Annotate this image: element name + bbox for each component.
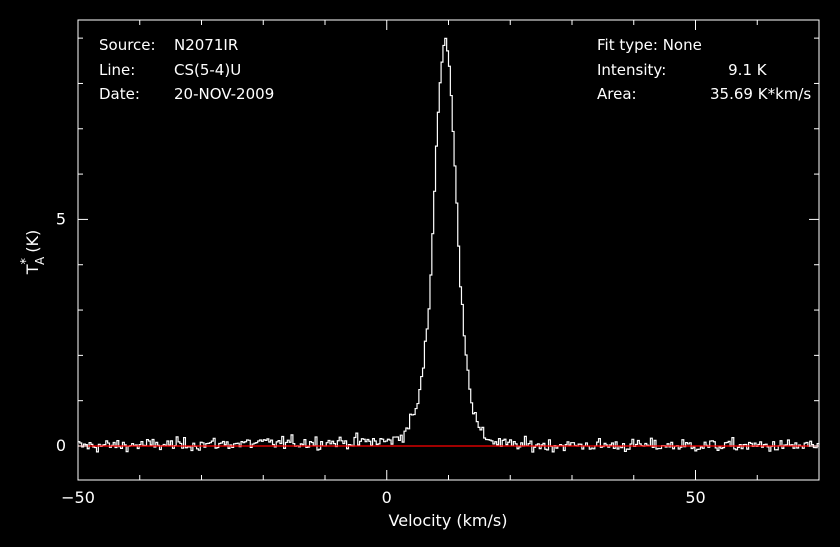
intensity-label: Intensity: bbox=[597, 60, 667, 79]
source-label: Source: bbox=[99, 36, 156, 54]
y-axis-title-main: T bbox=[23, 264, 42, 275]
intensity-unit: K bbox=[756, 60, 767, 79]
intensity-value: 9.1 bbox=[728, 60, 752, 79]
area-unit: K*km/s bbox=[757, 85, 812, 103]
y-axis-title-unit: (K) bbox=[23, 230, 42, 253]
line-label: Line: bbox=[99, 60, 136, 79]
x-tick-label: 50 bbox=[685, 488, 705, 507]
fit-type-label: Fit type: bbox=[597, 36, 658, 54]
area-value: 35.69 bbox=[710, 85, 753, 103]
line-value: CS(5-4)U bbox=[174, 60, 242, 79]
x-tick-label: −50 bbox=[61, 488, 95, 507]
header-info-right: Fit type: None Intensity: 9.1 K Area: 35.6… bbox=[597, 33, 811, 107]
fit-type-value: None bbox=[662, 36, 702, 54]
x-axis-title: Velocity (km/s) bbox=[389, 511, 508, 530]
header-info-left: Source: N2071IR Line: CS(5-4)U Date: 20-NOV… bbox=[99, 33, 274, 107]
x-tick-label: 0 bbox=[382, 488, 392, 507]
y-tick-label: 0 bbox=[56, 436, 66, 455]
spectrum-line bbox=[78, 37, 820, 453]
date-value: 20-NOV-2009 bbox=[174, 85, 275, 103]
svg-text:T*A(K): T*A (K) bbox=[19, 230, 47, 275]
y-tick-label: 5 bbox=[56, 209, 66, 228]
area-label: Area: bbox=[597, 85, 637, 103]
y-axis-title-sub: A bbox=[33, 256, 47, 265]
source-value: N2071IR bbox=[174, 36, 239, 54]
date-label: Date: bbox=[99, 85, 140, 103]
y-axis-title-sup: * bbox=[19, 257, 34, 264]
y-axis-title: T*A (K) bbox=[19, 230, 47, 275]
